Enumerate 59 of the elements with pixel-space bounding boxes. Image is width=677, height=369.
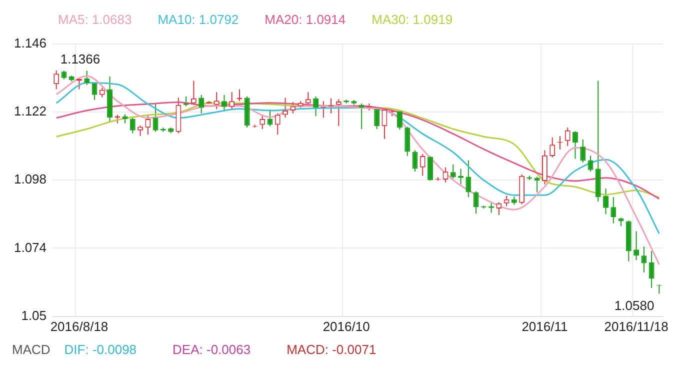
candlestick: [374, 108, 380, 130]
candlestick: [473, 190, 479, 214]
candlestick: [397, 110, 402, 130]
text: MACD: [12, 342, 50, 356]
x-tick-label: 2016/10: [322, 318, 370, 334]
candlestick: [580, 138, 586, 163]
candlestick: [641, 246, 647, 273]
candlestick: [588, 155, 594, 172]
y-tick-label: 1.122: [14, 104, 47, 119]
line-series: [56, 75, 660, 266]
candlestick: [648, 250, 654, 289]
candlestick: [504, 195, 510, 207]
candlestick: [564, 127, 570, 147]
candlestick: [420, 153, 426, 176]
candlestick: [145, 114, 151, 136]
y-tick-label: 1.098: [14, 172, 47, 187]
candlestick: [572, 130, 578, 160]
candlestick: [260, 114, 266, 130]
candlestick: [550, 137, 556, 158]
candlestick: [305, 92, 311, 106]
candlestick: [214, 92, 220, 110]
annotation: 1.1366: [60, 52, 100, 67]
candlestick: [282, 97, 288, 118]
candlestick: [610, 196, 616, 224]
candlestick: [99, 87, 105, 98]
candlestick: [84, 70, 90, 86]
candlestick: [466, 160, 472, 198]
text: DEA: -0.0063: [172, 342, 251, 356]
candlestick: [542, 150, 548, 185]
candlestick: [428, 155, 433, 182]
x-tick-label: 2016/8/18: [50, 318, 108, 334]
candlestick: [138, 125, 144, 137]
y-tick-label: 1.074: [14, 240, 47, 255]
text: MA5: 1.0683: [58, 12, 132, 26]
candlestick: [122, 114, 128, 124]
x-tick-label: 2016/11: [522, 318, 568, 334]
candlestick: [198, 94, 204, 114]
candlestick: [130, 117, 136, 134]
text: MA20: 1.0914: [264, 12, 346, 26]
candlestick: [290, 102, 296, 114]
text: MA10: 1.0792: [158, 12, 239, 26]
annotation: 1.0580: [614, 298, 654, 313]
y-tick-label: 1.146: [14, 35, 47, 50]
candlestick: [152, 102, 158, 132]
candlestick: [222, 94, 227, 112]
text: MACD: -0.0071: [286, 342, 376, 356]
candlestick: [496, 202, 502, 216]
y-tick-label: 1.05: [21, 308, 47, 323]
candlestick: [603, 188, 608, 215]
candlestick: [404, 126, 410, 156]
candlestick: [450, 164, 456, 180]
text: DIF: -0.0098: [64, 342, 137, 356]
candlestick: [54, 70, 60, 90]
candlestick: [313, 96, 319, 117]
candlestick: [274, 112, 280, 136]
x-tick-label: 2016/11/18: [604, 318, 668, 334]
text: MA30: 1.0919: [372, 12, 453, 26]
candlestick: [634, 230, 640, 261]
candlestick: [229, 92, 235, 110]
